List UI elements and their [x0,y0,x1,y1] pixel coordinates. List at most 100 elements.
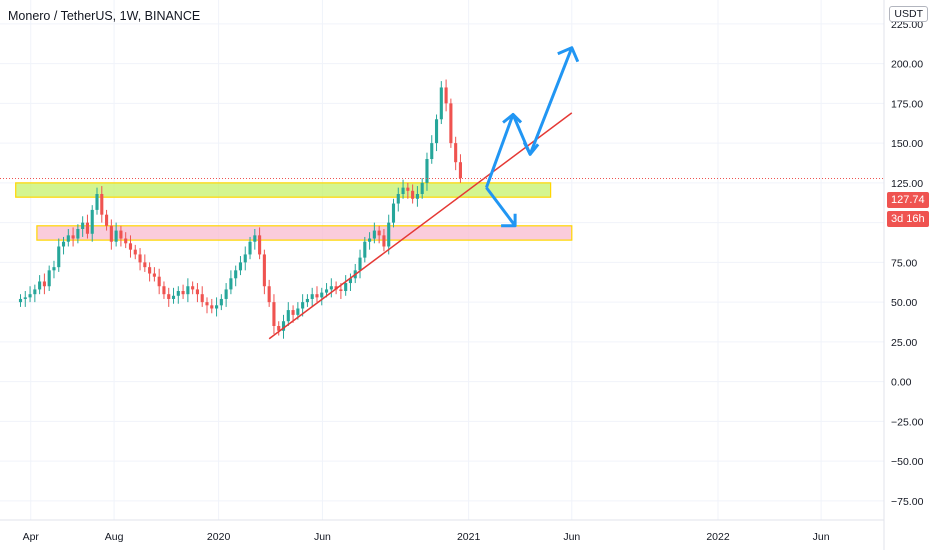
y-tick-label: 25.00 [891,337,917,349]
candle-body [272,302,276,326]
candle-body [219,298,223,306]
x-tick-label: Jun [314,531,331,543]
candle-body [38,281,42,290]
candle-body [315,294,319,298]
candle-body [157,276,161,287]
candle-body [238,262,243,271]
candle-body [224,289,228,299]
x-tick-label: Jun [563,531,580,543]
candle-body [66,235,70,242]
candle-body [114,230,118,242]
candle-body [234,270,238,279]
arrowhead-bottom [522,141,540,156]
x-tick-label: Apr [23,531,40,543]
candle-body [368,238,372,242]
candle-body [320,292,324,298]
candle-body [119,230,123,239]
candle-body [42,281,46,287]
candle-body [439,87,443,120]
chart-title: Monero / TetherUS, 1W, BINANCE [8,9,201,23]
candle-body [176,291,180,296]
candle-body [454,143,458,163]
candle-body [124,238,128,244]
candle-body [281,321,286,331]
candle-body [85,222,89,234]
candle-body [95,194,99,210]
y-tick-label: 75.00 [891,257,917,269]
candle-body [215,305,219,309]
candle-body [420,182,424,195]
candle-body [262,254,266,287]
candle-body [277,325,281,331]
y-tick-label: 175.00 [891,98,923,110]
candle-body [100,194,104,215]
candle-body [248,241,252,255]
candle-body [291,310,295,315]
candle-body [90,209,94,234]
candle-body [363,241,367,258]
candle-body [109,225,113,242]
candle-body [344,283,348,292]
x-tick-label: Aug [105,531,124,543]
candle-body [382,235,386,247]
candle-body [23,297,27,299]
candle-body [391,203,396,223]
support-zone-green [15,182,552,198]
candle-body [81,222,85,229]
candle-body [339,289,343,292]
candle-body [128,243,133,250]
candle-body [411,190,415,199]
candle-body [348,278,353,284]
candle-body [444,87,448,104]
candle-body [52,267,56,271]
candle-body [71,235,75,239]
arrowhead-top [557,46,580,63]
trendline [268,112,573,340]
candle-body [406,187,410,191]
y-tick-label: 0.00 [891,377,912,389]
candle-body [401,187,405,195]
support-zone-pink [36,225,573,241]
candle-body [105,214,109,226]
candle-body [396,194,400,204]
candle-body [372,230,376,239]
candle-body [171,295,176,299]
candle-body [258,235,262,255]
candle-body [143,262,147,268]
candle-body [47,270,51,287]
candle-body [167,294,171,299]
y-tick-label: −75.00 [891,496,924,508]
candle-body [425,159,429,183]
candle-body [61,241,66,247]
candle-countdown-badge: 3d 16h [887,211,929,227]
candle-body [387,222,391,247]
candle-body [310,294,314,299]
projection-arrow-up [484,47,574,189]
candle-body [358,257,362,271]
candle-body [243,254,247,263]
candle-body [430,143,434,160]
x-tick-label: 2021 [457,531,481,543]
candle-body [200,294,204,303]
projection-arrow-down [485,186,517,227]
candle-body [296,308,300,315]
candle-body [33,289,37,295]
candle-body [76,228,80,239]
candle-body [229,278,233,290]
candle-body [301,302,305,309]
arrowhead-mid [502,112,523,124]
currency-unit-button[interactable]: USDT [889,6,928,22]
x-tick-label: Jun [813,531,830,543]
y-tick-label: −25.00 [891,416,924,428]
candle-body [458,162,462,179]
x-tick-label: 2020 [207,531,231,543]
candle-body [253,235,257,242]
y-tick-label: −50.00 [891,456,924,468]
candle-body [181,291,185,295]
candle-body [186,286,190,295]
candle-body [152,273,156,277]
candle-body [57,246,61,268]
candle-body [148,267,152,274]
candle-body [305,298,309,303]
